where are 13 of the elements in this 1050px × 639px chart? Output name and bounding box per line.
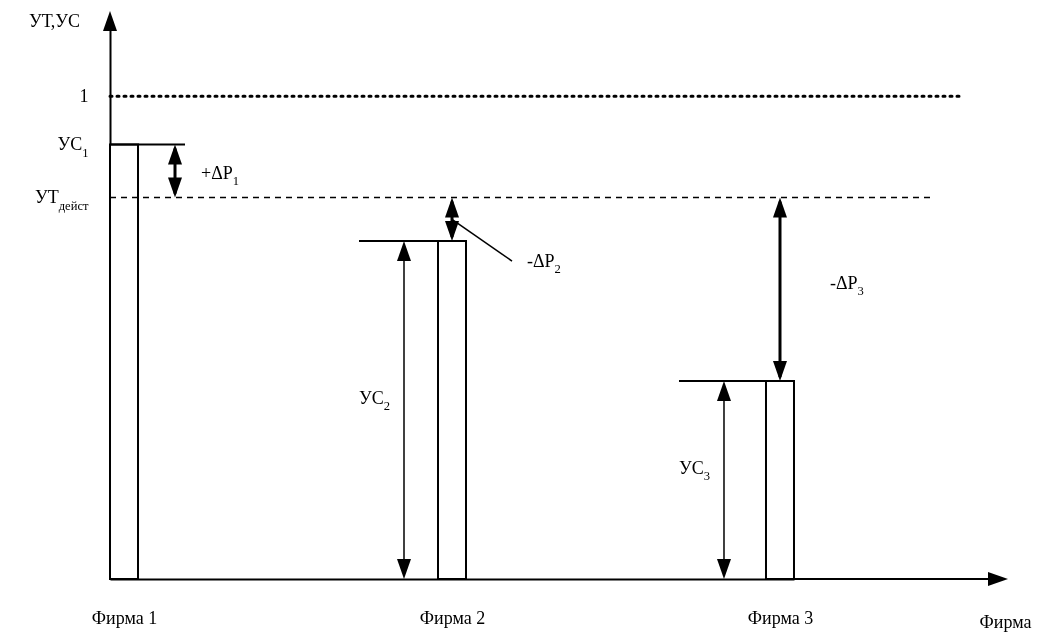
x-axis-title: Фирма xyxy=(979,611,1032,632)
annotation: -ΔP$_{2}$ xyxy=(527,251,561,276)
x-tick-label: Фирма 1 xyxy=(91,607,158,628)
y-tick-label: УС$_{1}$ xyxy=(57,134,89,161)
annotation: УС$_{3}$ xyxy=(678,458,710,483)
y-tick-label: УТ$_{дейст}$ xyxy=(34,187,89,214)
x-tick-label: Фирма 2 xyxy=(419,607,486,628)
annotation: УС$_{2}$ xyxy=(358,388,390,413)
x-tick-label: Фирма 3 xyxy=(747,607,814,628)
y-axis-title: УТ,УС xyxy=(28,10,81,31)
annotation: -ΔP$_{3}$ xyxy=(829,273,864,299)
y-tick-label: 1 xyxy=(79,85,89,106)
annotation: +ΔP$_{1}$ xyxy=(201,163,240,188)
